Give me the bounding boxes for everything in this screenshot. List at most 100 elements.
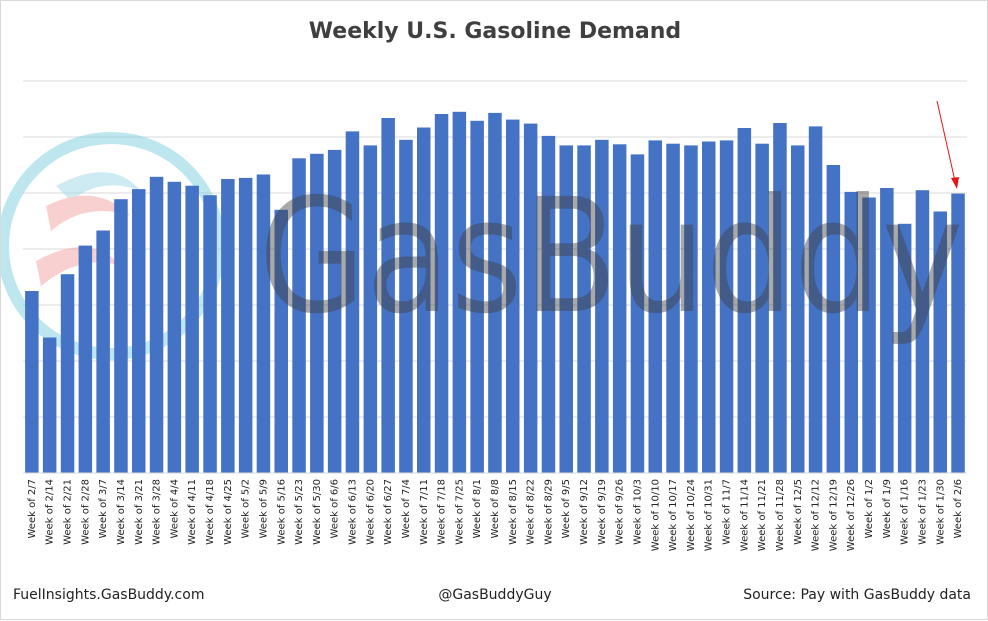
x-tick-label: Week of 8/22 [526,479,537,545]
bar [666,143,680,473]
x-tick-label: Week of 3/7 [98,479,109,539]
bar [256,174,271,473]
x-tick-label: Week of 12/19 [828,479,839,551]
bar [612,144,627,474]
x-tick-label: Week of 12/12 [811,479,822,551]
x-tick-label: Week of 10/17 [668,479,679,551]
bar [42,337,57,473]
x-tick-label: Week of 6/6 [330,479,341,539]
x-tick-label: Week of 8/15 [508,479,519,545]
bar [702,141,716,473]
x-tick-label: Week of 9/26 [615,479,626,545]
x-tick-label: Week of 4/25 [223,479,234,545]
bar [897,223,912,473]
chart-title: Weekly U.S. Gasoline Demand [309,19,681,44]
footer-left-text: FuelInsights.GasBuddy.com [13,587,205,603]
bar [310,153,324,474]
x-tick-label: Week of 1/23 [918,479,929,545]
bar [488,112,502,474]
bar [773,123,787,473]
bar [470,120,484,474]
bar [203,195,217,473]
bar [381,118,395,473]
bar [808,126,823,474]
x-tick-label: Week of 7/25 [454,479,465,545]
bar [559,145,573,473]
x-tick-label: Week of 10/24 [686,479,697,551]
bar [523,123,538,473]
x-tick-label: Week of 6/13 [348,479,359,545]
x-tick-label: Week of 9/12 [579,479,590,545]
x-tick-label: Week of 3/28 [152,479,163,545]
bar [238,177,253,473]
bar [114,199,128,473]
footer-center-text: @GasBuddyGuy [438,587,552,603]
bar [167,181,182,474]
x-tick-label: Week of 11/21 [757,479,768,551]
x-tick-label: Week of 5/16 [276,479,287,545]
x-tick-label: Week of 5/30 [312,479,323,545]
bar [96,230,110,473]
bar [862,197,876,473]
bar [185,185,199,473]
bar [452,111,467,474]
bar [719,140,734,473]
x-tick-label: Week of 1/2 [864,479,875,539]
bar [595,139,609,474]
bar [737,128,752,473]
x-tick-label: Week of 5/9 [259,479,270,539]
x-tick-label: Week of 2/28 [80,479,91,545]
x-tick-label: Week of 1/9 [882,479,893,539]
x-tick-label: Week of 4/11 [187,479,198,545]
bar [933,211,947,473]
x-tick-label: Week of 10/10 [650,479,661,551]
bar [149,176,164,474]
bar [541,135,556,473]
bar [399,139,413,474]
bar [274,209,288,474]
x-tick-label: Week of 10/3 [633,479,644,545]
bar [78,245,93,473]
x-tick-label: Week of 5/23 [294,479,305,545]
x-tick-label: Week of 10/31 [704,479,715,551]
x-tick-label: Week of 11/14 [739,479,750,551]
gasbuddy-watermark: GasBuddy [259,165,964,349]
x-tick-label: Week of 8/1 [472,479,483,539]
bar [60,274,75,473]
x-tick-label: Week of 1/30 [935,479,946,545]
x-tick-label: Week of 5/2 [241,479,252,539]
x-tick-label: Week of 3/14 [116,479,127,545]
footer-right-text: Source: Pay with GasBuddy data [743,587,971,603]
bar [791,145,805,473]
bar [417,127,431,473]
bar [755,143,769,473]
x-tick-label: Week of 2/6 [953,479,964,539]
x-tick-label: Week of 4/4 [169,479,180,539]
bar [577,145,591,473]
x-tick-label: Week of 12/5 [793,479,804,545]
bar [221,179,235,473]
x-tick-label: Week of 9/19 [597,479,608,545]
x-tick-label: Week of 11/7 [722,479,733,545]
bar [25,291,39,473]
bar [506,119,520,473]
x-tick-label: Week of 1/16 [900,479,911,545]
x-tick-label: Week of 7/4 [401,479,412,539]
bar [880,188,894,473]
x-tick-label: Week of 4/18 [205,479,216,545]
bar [951,193,965,473]
x-tick-label: Week of 7/18 [437,479,448,545]
bar [434,114,449,473]
bar-series [25,111,965,474]
annotation-arrow [936,100,959,189]
x-tick-label: Week of 12/26 [846,479,857,551]
bar [648,140,662,473]
bar [345,131,360,473]
x-tick-label: Week of 8/8 [490,479,501,539]
x-tick-label: Week of 2/7 [27,479,38,539]
bar [630,154,645,473]
x-tick-label: Week of 7/11 [419,479,430,545]
bar [327,149,342,473]
